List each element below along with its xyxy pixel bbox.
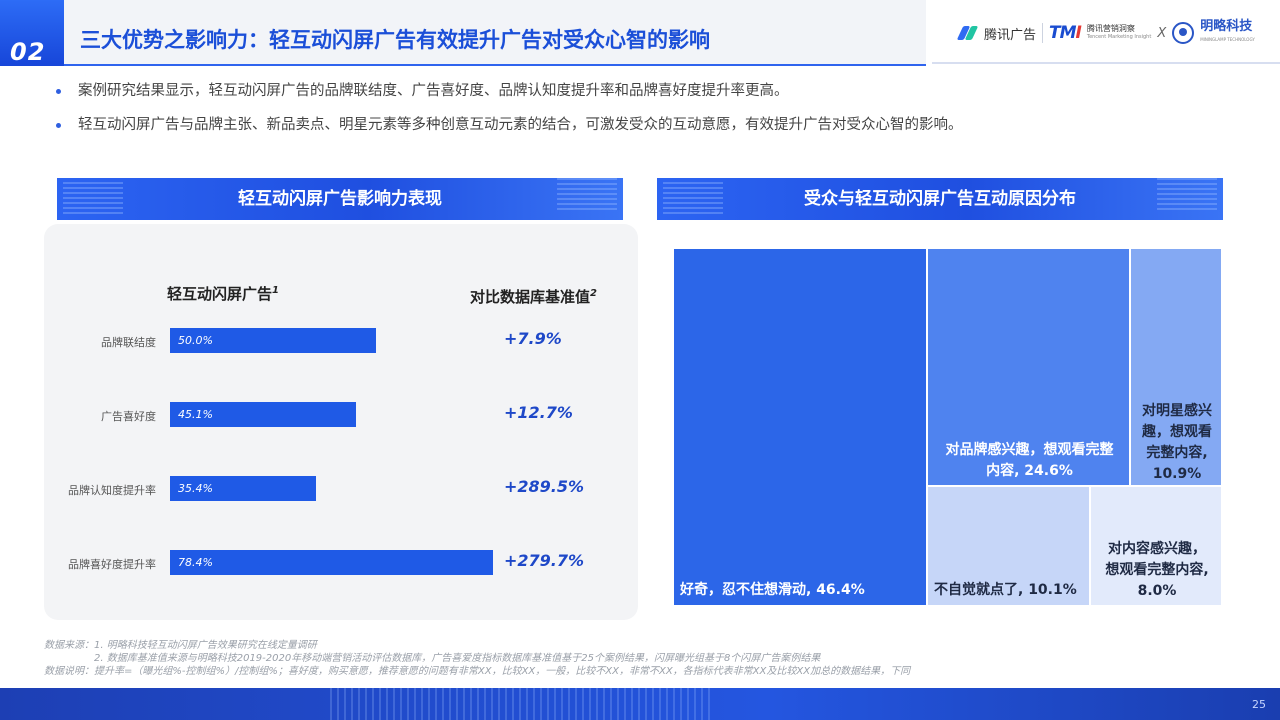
right-section-title: 受众与轻互动闪屏广告互动原因分布 xyxy=(804,189,1076,209)
treemap-label: 不自觉就点了, 10.1% xyxy=(934,582,1077,598)
tmi-logo-text: 腾讯营销洞察 Tencent Marketing Insight xyxy=(1086,24,1152,40)
treemap-tile-impulse: 不自觉就点了, 10.1% xyxy=(927,486,1090,606)
page-title: 三大优势之影响力：轻互动闪屏广告有效提升广告对受众心智的影响 xyxy=(80,28,710,52)
delta-column-header: 对比数据库基准值2 xyxy=(470,288,597,306)
treemap-tile-curious: 好奇，忍不住想滑动, 46.4% xyxy=(673,248,927,606)
tencent-ads-logo-text: 腾讯广告 xyxy=(984,27,1037,43)
bullet-item: 案例研究结果显示，轻互动闪屏广告的品牌联结度、广告喜好度、品牌认知度提升率和品牌… xyxy=(52,80,1252,114)
left-section-title: 轻互动闪屏广告影响力表现 xyxy=(238,189,442,209)
header-decoration xyxy=(63,182,123,216)
footer-decoration xyxy=(330,688,710,720)
footnote-source-2: 2. 数据库基准值来源与明略科技2019-2020年移动端营销活动评估数据库，广… xyxy=(94,653,821,664)
bar-category-label: 广告喜好度 xyxy=(101,410,156,423)
bar-mark: 35.4% xyxy=(170,476,316,501)
summary-bullets: 案例研究结果显示，轻互动闪屏广告的品牌联结度、广告喜好度、品牌认知度提升率和品牌… xyxy=(52,80,1252,148)
header-divider xyxy=(64,64,944,66)
treemap-chart: 好奇，忍不住想滑动, 46.4% 对品牌感兴趣，想观看完整 内容, 24.6% 对… xyxy=(673,248,1222,606)
bar-category-label: 品牌喜好度提升率 xyxy=(68,558,156,571)
bullet-item: 轻互动闪屏广告与品牌主张、新品卖点、明星元素等多种创意互动元素的结合，可激发受众… xyxy=(52,114,1252,148)
logo-divider xyxy=(932,62,1280,64)
left-section-header: 轻互动闪屏广告影响力表现 xyxy=(57,178,623,220)
header-decoration xyxy=(663,182,723,216)
footnote-source-1: 数据来源：1. 明略科技轻互动闪屏广告效果研究在线定量调研 xyxy=(44,640,317,651)
bar-mark: 78.4% xyxy=(170,550,493,575)
header-decoration xyxy=(1157,178,1217,212)
section-number-badge: 02 xyxy=(0,0,64,66)
bar-category-label: 品牌联结度 xyxy=(101,336,156,349)
bar-mark: 45.1% xyxy=(170,402,356,427)
footnote-explanation: 数据说明：提升率=（曝光组%-控制组%）/控制组%；喜好度，购买意愿，推荐意愿的… xyxy=(44,666,911,677)
bar-value-label: 78.4% xyxy=(178,556,213,569)
benchmark-delta-label: +279.7% xyxy=(504,551,585,570)
bar-value-label: 35.4% xyxy=(178,482,213,495)
bar-column-header: 轻互动闪屏广告1 xyxy=(167,285,279,303)
benchmark-delta-label: +289.5% xyxy=(504,477,585,496)
collab-x: X xyxy=(1157,25,1167,41)
treemap-label: 对明星感兴 趣，想观看 完整内容, 10.9% xyxy=(1142,403,1212,482)
treemap-label: 对品牌感兴趣，想观看完整 内容, 24.6% xyxy=(945,442,1114,479)
mingle-logo-text: 明略科技 MININGLAMP TECHNOLOGY xyxy=(1200,19,1255,42)
mingle-logo-icon xyxy=(1172,22,1195,44)
bar-value-label: 45.1% xyxy=(178,408,213,421)
tmi-logo-mark: TMI xyxy=(1049,23,1082,43)
benchmark-delta-label: +7.9% xyxy=(504,329,562,348)
treemap-tile-content: 对内容感兴趣， 想观看完整内容, 8.0% xyxy=(1090,486,1222,606)
tencent-ads-logo-icon xyxy=(956,25,979,41)
treemap-tile-brand: 对品牌感兴趣，想观看完整 内容, 24.6% xyxy=(927,248,1130,486)
treemap-label: 好奇，忍不住想滑动, 46.4% xyxy=(680,582,865,598)
bar-category-label: 品牌认知度提升率 xyxy=(68,484,156,497)
footnotes: 数据来源：1. 明略科技轻互动闪屏广告效果研究在线定量调研 2. 数据库基准值来… xyxy=(44,639,910,678)
header-decoration xyxy=(557,178,617,212)
treemap-label: 对内容感兴趣， 想观看完整内容, 8.0% xyxy=(1105,541,1209,599)
bar-value-label: 50.0% xyxy=(178,334,213,347)
partner-logos: 腾讯广告 TMI 腾讯营销洞察 Tencent Marketing Insigh… xyxy=(956,19,1255,46)
right-section-header: 受众与轻互动闪屏广告互动原因分布 xyxy=(657,178,1223,220)
page-number: 25 xyxy=(1252,698,1266,711)
benchmark-delta-label: +12.7% xyxy=(504,403,573,422)
footer-bar: 25 xyxy=(0,688,1280,720)
logo-separator xyxy=(1042,23,1044,43)
treemap-tile-star: 对明星感兴 趣，想观看 完整内容, 10.9% xyxy=(1130,248,1222,486)
section-number: 02 xyxy=(10,38,46,66)
bar-mark: 50.0% xyxy=(170,328,376,353)
logo-area xyxy=(926,0,1280,66)
